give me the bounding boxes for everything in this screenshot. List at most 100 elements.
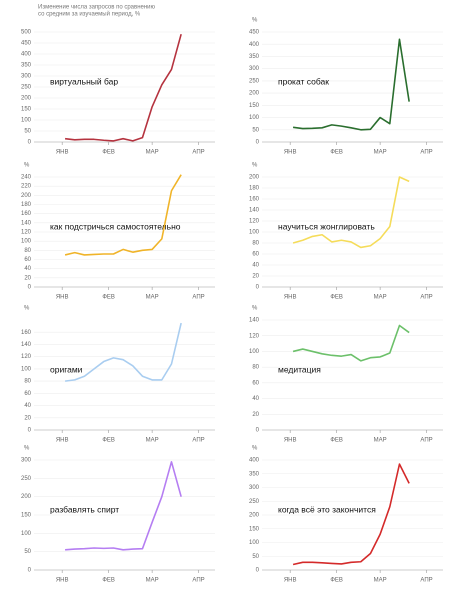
- y-tick-label: 40: [252, 263, 259, 269]
- x-tick-label: ФЕВ: [330, 150, 343, 156]
- y-tick-label: 200: [21, 96, 32, 102]
- x-tick-label: МАР: [146, 150, 159, 156]
- x-tick-label: АПР: [192, 438, 204, 444]
- y-tick-label: 300: [21, 74, 32, 80]
- line: [65, 461, 182, 551]
- x-tick-label: МАР: [374, 295, 387, 301]
- y-tick-label: 120: [249, 219, 260, 225]
- y-tick-label: 120: [249, 333, 260, 339]
- y-tick-label: 150: [21, 513, 32, 519]
- y-axis-label: %: [252, 18, 258, 24]
- y-tick-label: 40: [24, 266, 31, 272]
- x-tick-label: ФЕВ: [102, 578, 115, 584]
- x-tick-label: ФЕВ: [102, 295, 115, 301]
- x-tick-label: ФЕВ: [330, 438, 343, 444]
- header-title: со средним за изучаемый период, %: [38, 11, 141, 18]
- y-tick-label: 100: [249, 349, 260, 355]
- line: [292, 38, 410, 131]
- x-tick-label: ФЕВ: [330, 295, 343, 301]
- x-tick-label: ФЕВ: [102, 150, 115, 156]
- y-tick-label: 40: [24, 403, 31, 409]
- line: [64, 174, 182, 256]
- y-tick-label: 100: [249, 115, 260, 121]
- chart-label: когда всё это закончится: [278, 504, 376, 514]
- y-tick-label: 250: [249, 499, 260, 505]
- x-tick-label: ФЕВ: [330, 578, 343, 584]
- y-tick-label: 140: [249, 208, 260, 214]
- y-tick-label: 0: [28, 568, 32, 574]
- y-tick-label: 200: [21, 494, 32, 500]
- y-tick-label: 300: [249, 485, 260, 491]
- y-tick-label: 80: [24, 379, 31, 385]
- y-tick-label: 400: [21, 52, 32, 58]
- x-tick-label: МАР: [374, 150, 387, 156]
- x-tick-label: ФЕВ: [102, 438, 115, 444]
- y-axis-label: %: [252, 306, 258, 312]
- y-tick-label: 160: [249, 197, 260, 203]
- y-tick-label: 180: [249, 186, 260, 192]
- chart-label: научиться жонглировать: [278, 221, 375, 231]
- y-tick-label: 240: [21, 175, 32, 181]
- x-tick-label: ЯНВ: [56, 578, 69, 584]
- x-tick-label: АПР: [420, 578, 432, 584]
- y-tick-label: 80: [24, 248, 31, 254]
- x-tick-label: ЯНВ: [284, 150, 297, 156]
- y-tick-label: 120: [21, 230, 32, 236]
- y-tick-label: 20: [252, 274, 259, 280]
- y-tick-label: 0: [256, 285, 260, 291]
- y-tick-label: 150: [21, 107, 32, 113]
- y-tick-label: 100: [21, 366, 32, 372]
- y-tick-label: 60: [24, 257, 31, 263]
- y-tick-label: 200: [249, 91, 260, 97]
- x-tick-label: ЯНВ: [56, 438, 69, 444]
- y-tick-label: 20: [24, 275, 31, 281]
- y-tick-label: 20: [252, 412, 259, 418]
- y-tick-label: 0: [28, 140, 32, 146]
- chart-label: виртуальный бар: [50, 76, 118, 86]
- line: [292, 463, 410, 566]
- y-tick-label: 140: [21, 220, 32, 226]
- y-tick-label: 450: [21, 41, 32, 47]
- y-tick-label: 0: [256, 568, 260, 574]
- y-axis-label: %: [24, 446, 30, 452]
- y-tick-label: 350: [21, 63, 32, 69]
- y-tick-label: 60: [252, 380, 259, 386]
- y-tick-label: 0: [256, 140, 260, 146]
- y-tick-label: 200: [249, 175, 260, 181]
- y-tick-label: 100: [21, 118, 32, 124]
- y-tick-label: 100: [249, 230, 260, 236]
- y-tick-label: 50: [252, 127, 259, 133]
- y-tick-label: 50: [252, 554, 259, 560]
- y-tick-label: 150: [249, 103, 260, 109]
- chart-label: прокат собак: [278, 76, 329, 86]
- y-tick-label: 0: [256, 428, 260, 434]
- y-tick-label: 200: [249, 513, 260, 519]
- y-tick-label: 20: [24, 415, 31, 421]
- y-tick-label: 300: [249, 66, 260, 72]
- line: [64, 322, 182, 382]
- chart-label: как подстричься самостоятельно: [50, 221, 181, 231]
- y-tick-label: 400: [249, 458, 260, 464]
- y-tick-label: 140: [249, 318, 260, 324]
- y-tick-label: 160: [21, 330, 32, 336]
- y-tick-label: 0: [28, 285, 32, 291]
- y-tick-label: 180: [21, 202, 32, 208]
- y-tick-label: 60: [24, 391, 31, 397]
- y-tick-label: 0: [28, 428, 32, 434]
- line: [64, 33, 182, 142]
- x-tick-label: МАР: [146, 295, 159, 301]
- y-tick-label: 40: [252, 396, 259, 402]
- x-tick-label: ЯНВ: [56, 150, 69, 156]
- y-tick-label: 250: [21, 85, 32, 91]
- y-tick-label: 200: [21, 193, 32, 199]
- x-tick-label: МАР: [374, 438, 387, 444]
- y-tick-label: 80: [252, 365, 259, 371]
- y-tick-label: 160: [21, 211, 32, 217]
- x-tick-label: АПР: [420, 150, 432, 156]
- y-tick-label: 100: [249, 540, 260, 546]
- y-tick-label: 450: [249, 30, 260, 36]
- y-tick-label: 350: [249, 471, 260, 477]
- x-tick-label: ЯНВ: [284, 578, 297, 584]
- x-tick-label: АПР: [420, 295, 432, 301]
